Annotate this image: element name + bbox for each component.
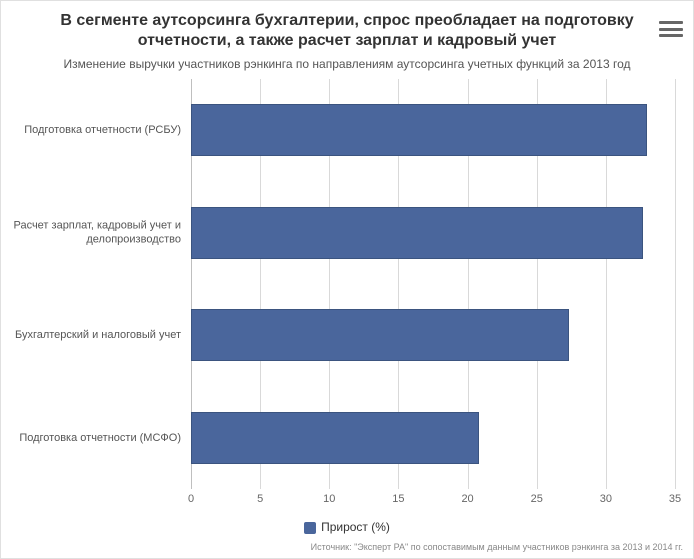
category-label: Расчет зарплат, кадровый учет и делопрои… (6, 218, 181, 247)
bar[interactable] (191, 412, 479, 464)
x-tick-label: 30 (600, 493, 612, 505)
x-tick-label: 25 (531, 493, 543, 505)
x-tick-label: 15 (392, 493, 404, 505)
legend: Прирост (%) (1, 520, 693, 534)
bar[interactable] (191, 207, 643, 259)
hamburger-menu-icon[interactable] (659, 19, 683, 39)
x-tick-label: 20 (461, 493, 473, 505)
plot-area: 05101520253035Подготовка отчетности (РСБ… (191, 79, 675, 489)
bar[interactable] (191, 104, 647, 156)
gridline (675, 79, 676, 489)
bar[interactable] (191, 309, 569, 361)
x-tick-label: 10 (323, 493, 335, 505)
x-tick-label: 0 (188, 493, 194, 505)
category-label: Подготовка отчетности (РСБУ) (6, 123, 181, 137)
chart-title: В сегменте аутсорсинга бухгалтерии, спро… (1, 1, 693, 55)
legend-swatch (304, 522, 316, 534)
x-tick-label: 35 (669, 493, 681, 505)
legend-label: Прирост (%) (321, 520, 390, 534)
category-label: Подготовка отчетности (МСФО) (6, 431, 181, 445)
category-label: Бухгалтерский и налоговый учет (6, 328, 181, 342)
x-tick-label: 5 (257, 493, 263, 505)
chart-subtitle: Изменение выручки участников рэнкинга по… (1, 55, 693, 77)
source-credit: Источник: "Эксперт РА" по сопоставимым д… (311, 542, 683, 552)
